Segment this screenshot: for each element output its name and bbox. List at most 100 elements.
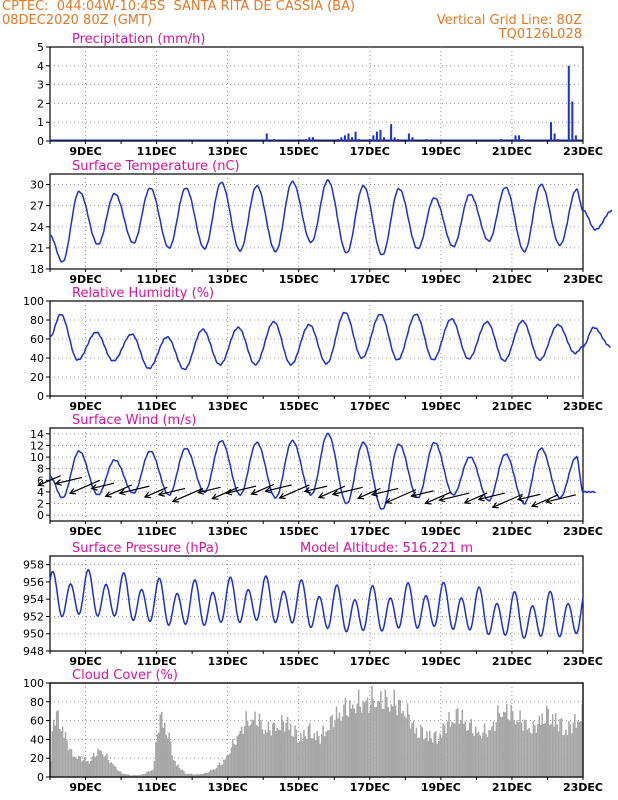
cloud-bar bbox=[349, 700, 351, 777]
cloud-bar bbox=[317, 735, 320, 777]
cloud-bar bbox=[184, 773, 187, 777]
cloud-bar bbox=[292, 736, 295, 777]
cloud-bar bbox=[544, 723, 546, 777]
cloud-bar bbox=[323, 736, 326, 777]
cloud-bar bbox=[224, 759, 227, 777]
cloud-bar bbox=[72, 756, 74, 777]
cloud-bar bbox=[492, 721, 495, 777]
cloud-bar bbox=[87, 761, 89, 777]
cloud-bar bbox=[177, 764, 179, 777]
cloud-bar bbox=[168, 732, 170, 777]
cloud-frame-top bbox=[49, 682, 584, 778]
header-model: TQ0126L028 bbox=[498, 27, 582, 42]
cloud-bar bbox=[316, 730, 318, 777]
cloud-bar bbox=[291, 735, 293, 777]
precip-ytick-label: 1 bbox=[37, 116, 44, 129]
cloud-bar bbox=[138, 774, 141, 777]
cloud-bar bbox=[356, 703, 358, 777]
cloud-bar bbox=[340, 720, 342, 777]
cloud-bar bbox=[218, 762, 221, 777]
wind-series-line bbox=[49, 432, 596, 510]
cloud-bar bbox=[115, 766, 117, 777]
wind-xtick-label: 9DEC bbox=[69, 525, 101, 538]
cloud-bar bbox=[391, 706, 394, 777]
precip-bar bbox=[375, 131, 378, 141]
cloud-bar bbox=[411, 723, 413, 777]
cloud-bar bbox=[137, 775, 139, 777]
cloud-bar bbox=[522, 730, 524, 777]
cloud-bar bbox=[116, 770, 119, 777]
cloud-bar bbox=[352, 704, 354, 777]
wind-arrow-head bbox=[264, 486, 272, 494]
cloud-bar bbox=[300, 733, 302, 777]
cloud-bar bbox=[551, 714, 554, 777]
cloud-bar bbox=[343, 704, 345, 777]
cloud-bar bbox=[386, 696, 388, 777]
wind-arrow-head bbox=[317, 492, 325, 499]
wind-arrow bbox=[304, 485, 328, 493]
wind-arrow-head bbox=[104, 491, 112, 498]
cloud-bar bbox=[543, 723, 545, 777]
rh-title: Relative Humidity (%) bbox=[72, 286, 214, 301]
cloud-bar bbox=[535, 732, 538, 777]
temp-xtick-label: 11DEC bbox=[137, 273, 177, 286]
cloud-bar bbox=[525, 720, 527, 777]
cloud-bar bbox=[101, 754, 104, 777]
cloud-bar bbox=[260, 720, 262, 777]
cloud-bar bbox=[504, 712, 507, 777]
cloud-bar bbox=[575, 727, 578, 777]
wind-arrow-head bbox=[157, 490, 165, 497]
cloud-bar bbox=[436, 743, 438, 777]
cloud-bar bbox=[212, 769, 215, 777]
cloud-bar bbox=[357, 689, 360, 777]
cloud-bar bbox=[466, 730, 468, 777]
cloud-bar bbox=[161, 711, 163, 777]
wind-title: Surface Wind (m/s) bbox=[72, 413, 196, 428]
wind-arrow-head bbox=[544, 497, 553, 505]
cloud-bar bbox=[319, 743, 321, 777]
precip-bar bbox=[411, 137, 414, 141]
precip-bar bbox=[379, 129, 382, 141]
cloud-bar bbox=[215, 767, 218, 777]
wind-arrow-head bbox=[303, 486, 311, 494]
wind-arrow-head bbox=[250, 489, 258, 496]
cloud-bar bbox=[368, 712, 370, 777]
wind-arrow-head bbox=[90, 484, 98, 491]
wind-arrow-head bbox=[463, 497, 471, 504]
cloud-bar bbox=[128, 774, 130, 777]
press-title: Surface Pressure (hPa) bbox=[72, 541, 219, 556]
cloud-bar bbox=[556, 724, 558, 777]
cloud-bar bbox=[426, 731, 428, 777]
cloud-bar bbox=[406, 703, 409, 777]
wind-arrow bbox=[372, 487, 399, 496]
wind-arrow-head bbox=[477, 494, 485, 502]
cloud-xtick-label: 19DEC bbox=[421, 781, 461, 794]
header-station: CPTEC: 044:04W-10:45S SANTA RITA DE CASS… bbox=[2, 0, 356, 14]
cloud-ytick-label: 100 bbox=[23, 677, 44, 690]
cloud-bar bbox=[353, 708, 356, 777]
cloud-bar bbox=[389, 711, 391, 777]
cloud-bar bbox=[402, 710, 404, 777]
cloud-bar bbox=[507, 719, 509, 777]
precip-bar bbox=[553, 133, 556, 141]
wind-arrow-head bbox=[278, 492, 286, 500]
precip-ytick-label: 2 bbox=[37, 97, 44, 110]
cloud-bar bbox=[69, 748, 71, 777]
cloud-bar bbox=[159, 714, 162, 777]
cloud-bar bbox=[381, 708, 384, 777]
cloud-bar bbox=[64, 732, 67, 777]
header-run-date: 08DEC2020 80Z (GMT) bbox=[2, 13, 153, 28]
temp-xtick-label: 9DEC bbox=[69, 273, 101, 286]
cloud-bar bbox=[440, 737, 443, 777]
cloud-bar bbox=[414, 733, 416, 777]
wind-xtick-label: 13DEC bbox=[208, 525, 248, 538]
cloud-bar bbox=[129, 775, 132, 777]
cloud-bar bbox=[519, 710, 521, 777]
cloud-bar bbox=[313, 733, 316, 777]
cloud-bar bbox=[206, 773, 209, 777]
cloud-bar bbox=[415, 727, 418, 777]
temp-xtick-label: 17DEC bbox=[350, 273, 390, 286]
cloud-bar bbox=[366, 697, 369, 777]
cloud-bar bbox=[328, 729, 330, 777]
wind-arrow-head bbox=[370, 490, 379, 497]
